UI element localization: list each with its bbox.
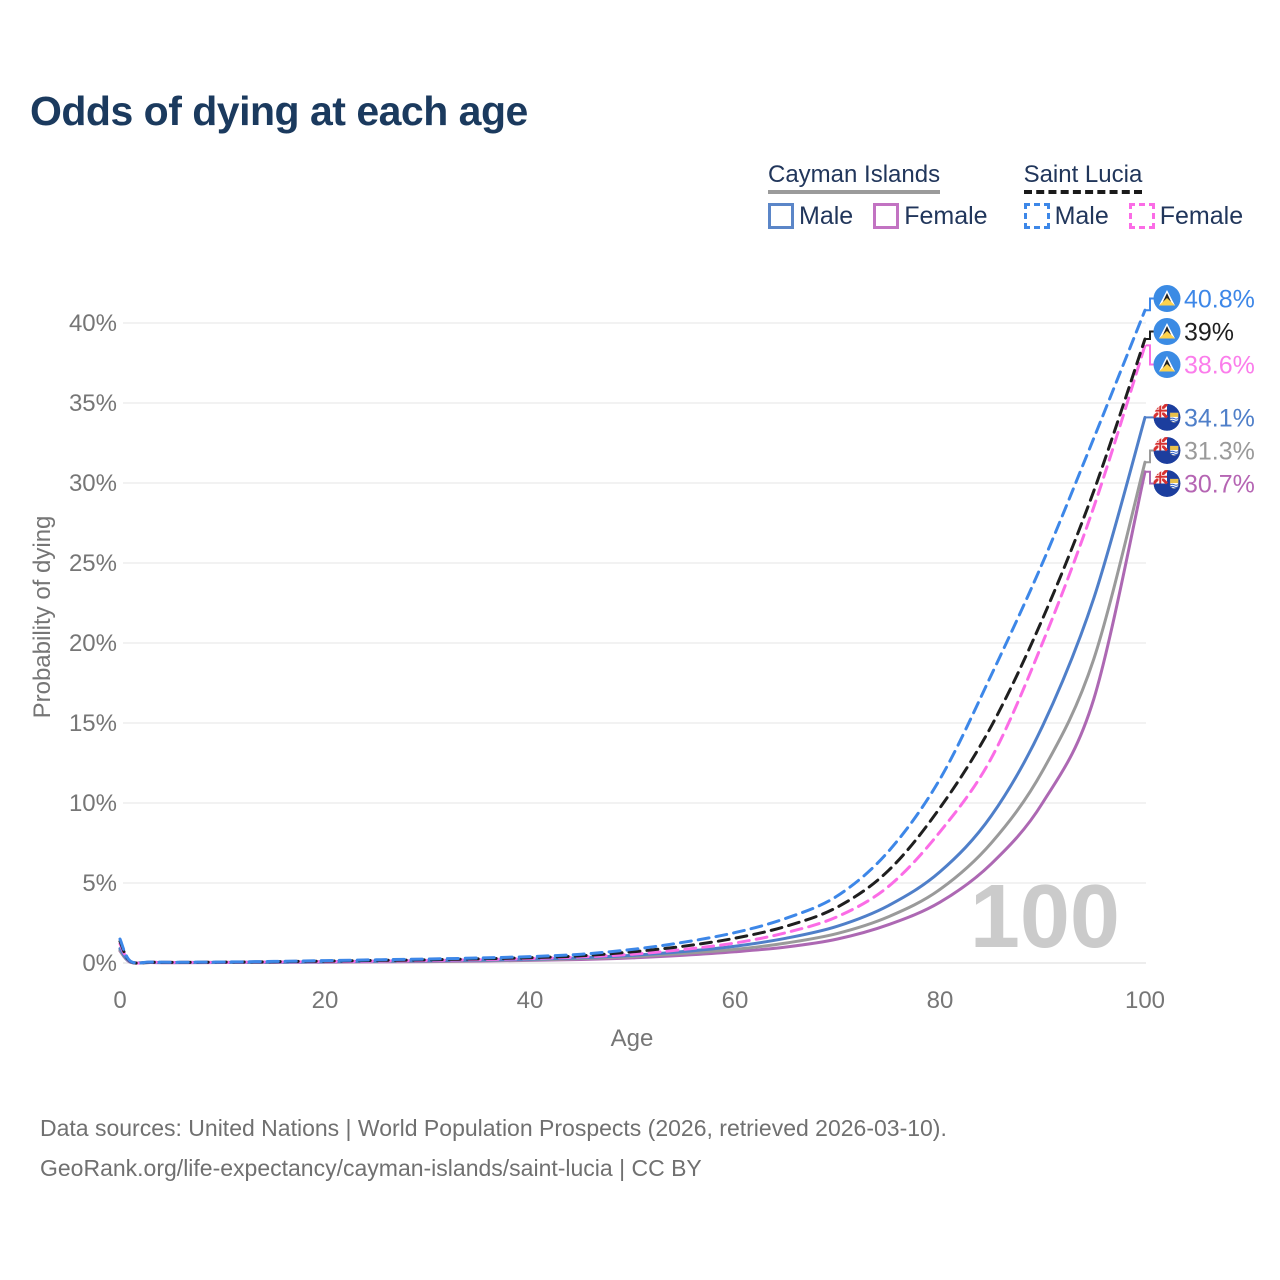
end-value-label: 38.6% [1184,352,1255,380]
crest-wavy-line [1170,417,1179,420]
legend-group-title: Cayman Islands [768,162,941,195]
end-value-label: 39% [1184,319,1234,347]
crest-gold-band [1170,412,1179,417]
end-value-labels: 40.8% 39% 38.6% 34.1% 31.3% 30.7% [1146,285,1255,499]
crest-gold-band [1170,479,1179,483]
legend-item-label: Male [1054,201,1109,230]
series-lines [118,308,1147,965]
end-value-label: 34.1% [1184,404,1255,432]
label-connector [1146,449,1154,464]
legend-item-cayman-islands-male[interactable]: Male [768,201,854,230]
saint-lucia-flag-icon [1153,351,1181,379]
crest-wavy-line [1170,450,1179,453]
x-tick-label: 20 [312,987,339,1014]
flag-triangle-yellow [1159,331,1175,339]
legend-item-saint-lucia-male[interactable]: Male [1023,201,1109,230]
crest-wavy-line [1170,419,1179,422]
page-title: Odds of dying at each age [30,88,528,134]
legend-swatch [1023,203,1050,230]
y-axis-title: Probability of dying [29,516,56,719]
label-connector [1146,297,1154,312]
y-tick-label: 25% [69,550,117,577]
footer-source-line: Data sources: United Nations | World Pop… [40,1115,947,1141]
crest-wavy-line [1170,485,1179,488]
x-tick-label: 0 [113,987,126,1014]
crest-gold-band [1170,446,1179,450]
legend-group-saint-lucia: Saint Lucia Male Female [1023,162,1244,230]
y-tick-label: 30% [69,470,117,497]
watermark-age-counter: 100 [970,867,1120,967]
legend-swatch [873,203,900,230]
flag-triangle-yellow [1159,298,1175,306]
end-value-label: 30.7% [1184,471,1255,499]
legend-item-saint-lucia-female[interactable]: Female [1128,201,1244,230]
crest-wavy-line [1170,452,1179,455]
legend-group-title: Saint Lucia [1023,162,1143,195]
label-connector [1146,470,1154,485]
x-axis-title: Age [611,1025,654,1052]
legend-swatch [1128,203,1155,230]
legend-group-cayman-islands: Cayman Islands Male Female [768,162,988,230]
y-tick-label: 35% [69,390,117,417]
legend-item-label: Female [1159,201,1244,230]
cayman-islands-flag-icon [1153,470,1181,497]
legend-item-cayman-islands-female[interactable]: Female [873,201,988,230]
gridlines: 0% 5% 10% 15% 20% 25% 30% 35% 40% 0 20 40 60 80 100 [69,310,1165,1014]
flag-triangle-yellow [1159,364,1175,372]
legend-swatch [768,203,794,230]
x-tick-label: 40 [517,987,544,1014]
label-connector [1146,330,1154,340]
saint-lucia-flag-icon [1153,318,1181,346]
y-tick-label: 0% [82,950,117,977]
footer-attribution-line: GeoRank.org/life-expectancy/cayman-islan… [40,1155,702,1181]
footer: Data sources: United Nations | World Pop… [40,1108,947,1188]
y-tick-label: 15% [69,710,117,737]
cayman-islands-flag-icon [1153,437,1181,464]
end-value-label: 31.3% [1184,438,1255,466]
y-tick-label: 5% [82,870,117,897]
legend-item-label: Female [904,201,988,230]
legend-item-label: Male [799,201,854,230]
series-line-saint-lucia-male [118,308,1147,965]
cayman-islands-flag-icon [1153,403,1181,431]
label-connector [1146,344,1154,366]
end-value-label: 40.8% [1184,286,1255,314]
y-tick-label: 20% [69,630,117,657]
legend: Cayman Islands Male Female Saint Lucia Male F… [768,162,1244,230]
y-tick-label: 10% [69,790,117,817]
saint-lucia-flag-icon [1153,285,1181,313]
crest-wavy-line [1170,483,1179,486]
x-tick-label: 100 [1125,987,1165,1014]
y-tick-label: 40% [69,310,117,337]
x-tick-label: 80 [927,987,954,1014]
x-tick-label: 60 [722,987,749,1014]
